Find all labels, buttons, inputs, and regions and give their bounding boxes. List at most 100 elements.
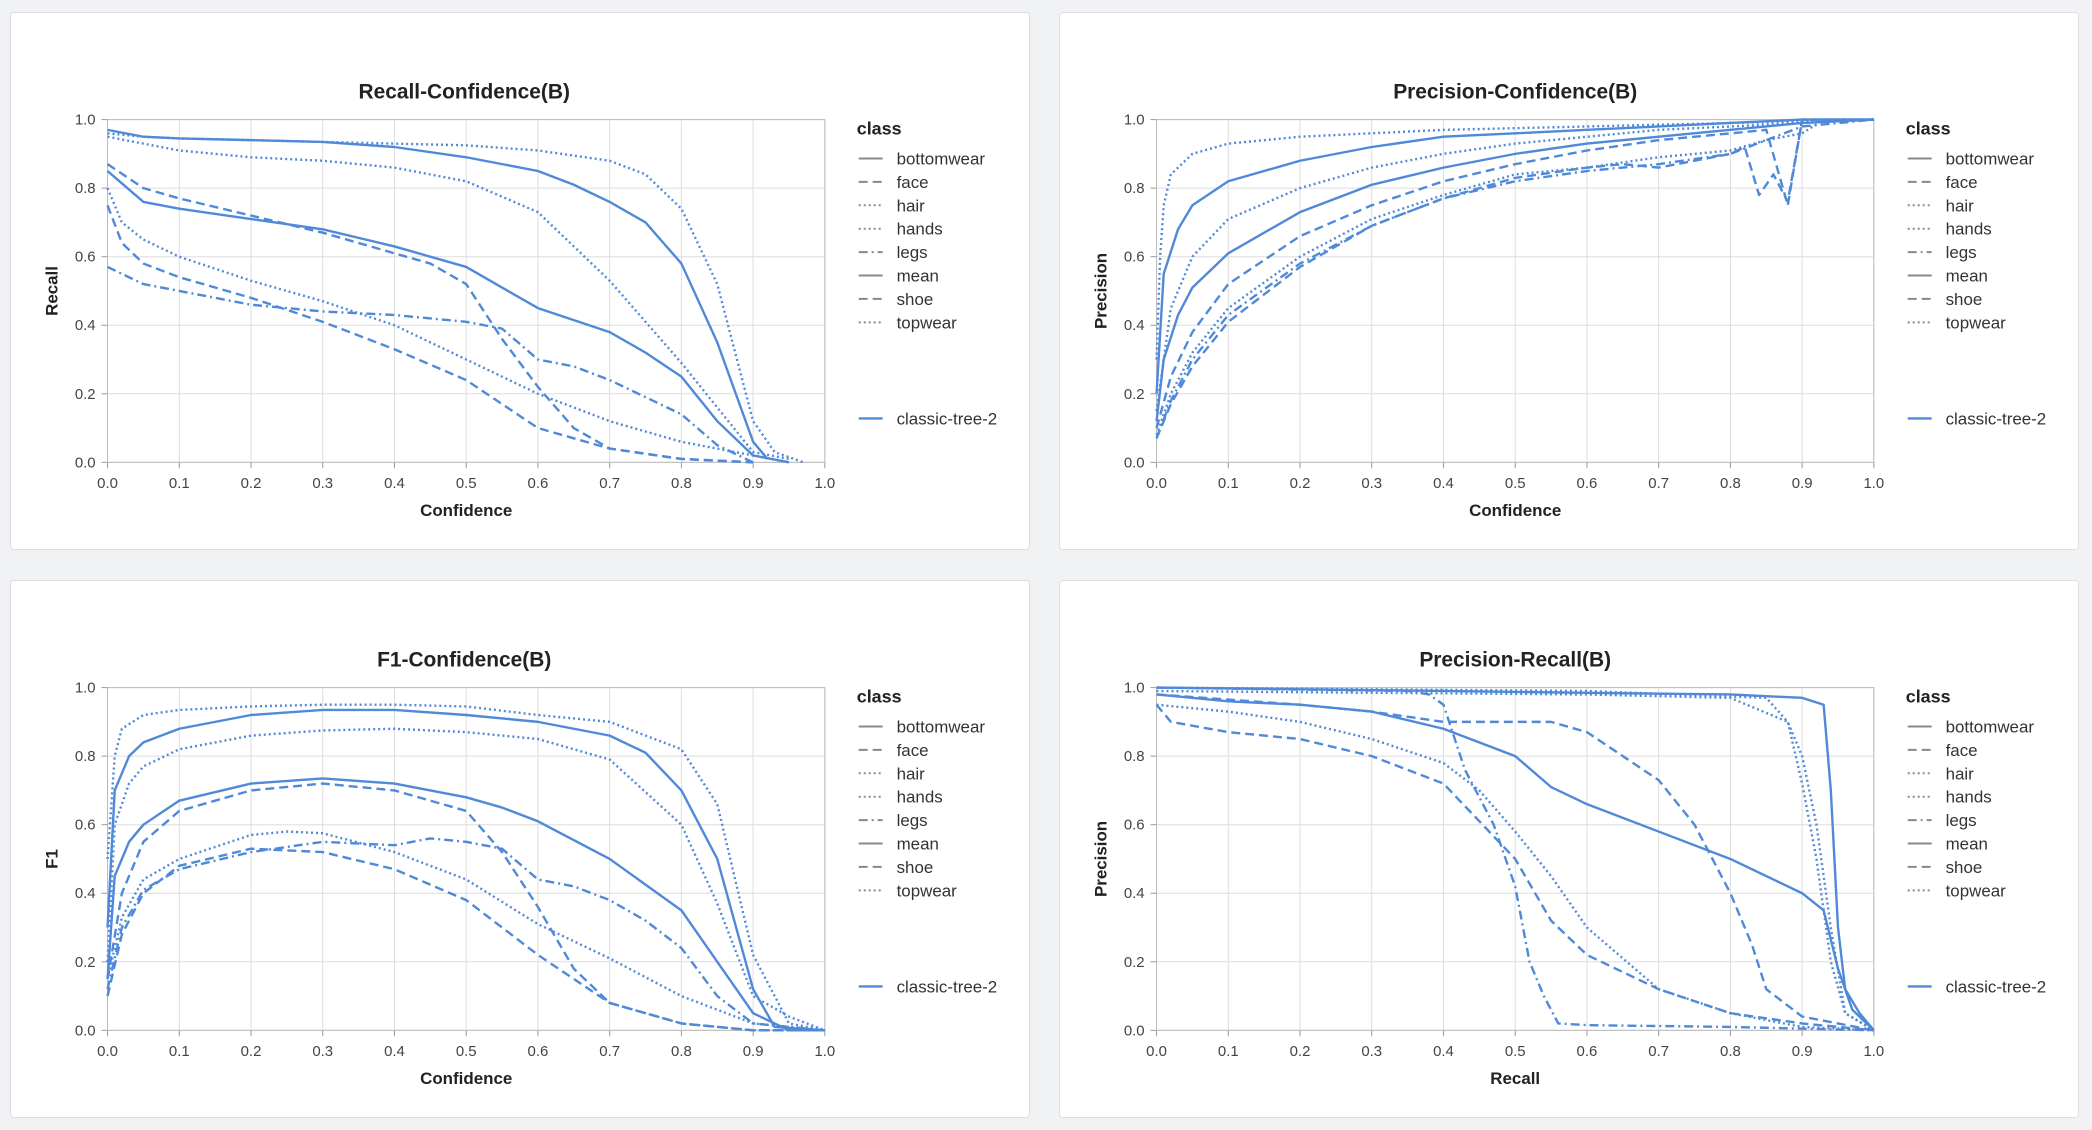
- y-axis-title: Precision: [1092, 253, 1111, 329]
- y-tick-label: 0.8: [1124, 180, 1145, 197]
- x-tick-label: 0.5: [456, 1043, 477, 1060]
- grid: [107, 119, 826, 463]
- x-axis-title: Recall: [1490, 1069, 1540, 1088]
- legend-label-legs: legs: [1946, 243, 1977, 262]
- series-line-shoe: [106, 847, 825, 1032]
- plot-frame: [1156, 687, 1875, 1031]
- legend-label-topwear: topwear: [897, 881, 958, 900]
- y-axis-title: Recall: [43, 266, 62, 316]
- x-tick-label: 0.0: [1146, 475, 1167, 492]
- x-tick-label: 0.9: [1792, 475, 1813, 492]
- y-ticks: 0.0 0.2 0.4 0.6 0.8 1.0: [75, 680, 108, 1039]
- legend-label-hands: hands: [1946, 788, 1992, 807]
- legend-label-shoe: shoe: [1946, 290, 1983, 309]
- series-line-hair: [107, 135, 790, 461]
- x-tick-label: 0.4: [1433, 1043, 1454, 1060]
- x-tick-label: 0.6: [528, 1043, 549, 1060]
- y-ticks: 0.0 0.2 0.4 0.6 0.8 1.0: [75, 112, 108, 471]
- y-tick-label: 1.0: [75, 112, 96, 129]
- legend-label-run: classic-tree-2: [1946, 977, 2047, 996]
- x-tick-label: 0.4: [384, 475, 405, 492]
- x-ticks: 0.0 0.1 0.2 0.3 0.4 0.5 0.6 0.7 0.8 0.9 1.0: [1146, 1030, 1884, 1060]
- chart-panel-recall-confidence: Recall-Confidence(B) 0.0 0.1 0.2 0.3 0.4 0.5 0…: [10, 12, 1030, 550]
- y-ticks: 0.0 0.2 0.4 0.6 0.8 1.0: [1124, 112, 1157, 471]
- legend-title: class: [1906, 687, 1951, 707]
- x-tick-label: 0.2: [241, 1043, 262, 1060]
- x-tick-label: 0.1: [169, 475, 190, 492]
- x-tick-label: 0.5: [1505, 475, 1526, 492]
- legend-label-topwear: topwear: [1946, 313, 2007, 332]
- y-tick-label: 0.6: [1124, 249, 1145, 266]
- x-tick-label: 0.8: [671, 1043, 692, 1060]
- series-line-face: [106, 782, 825, 1032]
- x-tick-label: 0.7: [599, 1043, 620, 1060]
- legend-label-face: face: [1946, 173, 1978, 192]
- series-line-mean: [106, 170, 790, 464]
- legend-label-bottomwear: bottomwear: [897, 149, 986, 168]
- x-tick-label: 1.0: [1863, 475, 1884, 492]
- x-tick-label: 0.9: [743, 1043, 764, 1060]
- y-tick-label: 0.8: [1124, 748, 1145, 765]
- legend: class bottomwear face hair hands legs mean shoe…: [857, 687, 997, 997]
- legend-title: class: [857, 119, 902, 139]
- legend-label-mean: mean: [1946, 266, 1988, 285]
- legend-label-shoe: shoe: [897, 858, 934, 877]
- series-line-mean: [106, 777, 825, 1032]
- series-line-hands: [106, 187, 790, 464]
- y-tick-label: 0.4: [75, 885, 96, 902]
- x-tick-label: 1.0: [814, 475, 835, 492]
- x-tick-label: 0.3: [312, 1043, 333, 1060]
- series-line-legs: [106, 837, 825, 1032]
- chart-svg: Precision-Confidence(B) 0.0 0.1 0.2 0.3 0.4 0…: [1092, 81, 2046, 520]
- y-tick-label: 0.4: [1124, 317, 1145, 334]
- legend: class bottomwear face hair hands legs mean shoe…: [857, 119, 997, 429]
- x-tick-label: 1.0: [814, 1043, 835, 1060]
- y-tick-label: 1.0: [1124, 680, 1145, 697]
- legend-label-legs: legs: [897, 811, 928, 830]
- legend-label-hands: hands: [897, 220, 943, 239]
- legend-label-shoe: shoe: [1946, 858, 1983, 877]
- legend-label-mean: mean: [1946, 834, 1988, 853]
- x-tick-label: 0.6: [1577, 475, 1598, 492]
- legend-label-legs: legs: [1946, 811, 1977, 830]
- series-line-bottomwear: [107, 128, 769, 460]
- legend-title: class: [857, 687, 902, 707]
- chart-svg: Recall-Confidence(B) 0.0 0.1 0.2 0.3 0.4 0.5 0…: [43, 81, 997, 520]
- series-lines: [106, 128, 804, 464]
- legend-label-hands: hands: [1946, 220, 1992, 239]
- legend-label-hair: hair: [1946, 764, 1975, 783]
- series-lines: [106, 703, 826, 1032]
- series-line-mean: [1156, 693, 1875, 1032]
- x-tick-label: 0.7: [1648, 475, 1669, 492]
- x-tick-label: 0.5: [1505, 1043, 1526, 1060]
- x-tick-label: 0.8: [671, 475, 692, 492]
- y-tick-label: 0.2: [1124, 386, 1145, 403]
- chart-panel-precision-recall: Precision-Recall(B) 0.0 0.1 0.2 0.3 0.4 0.5 0.…: [1059, 580, 2079, 1118]
- series-line-hands: [1156, 703, 1874, 1032]
- y-tick-label: 0.4: [1124, 885, 1145, 902]
- chart-title: F1-Confidence(B): [377, 649, 551, 672]
- x-tick-label: 0.3: [1361, 475, 1382, 492]
- legend-label-topwear: topwear: [1946, 881, 2007, 900]
- legend-label-bottomwear: bottomwear: [897, 717, 986, 736]
- series-line-bottomwear: [106, 708, 825, 1032]
- y-tick-label: 0.2: [75, 954, 96, 971]
- x-tick-label: 0.7: [599, 475, 620, 492]
- x-tick-label: 0.7: [1648, 1043, 1669, 1060]
- x-tick-label: 0.2: [1290, 475, 1311, 492]
- y-tick-label: 1.0: [75, 680, 96, 697]
- x-ticks: 0.0 0.1 0.2 0.3 0.4 0.5 0.6 0.7 0.8 0.9 1.0: [97, 462, 835, 492]
- x-tick-label: 0.4: [384, 1043, 405, 1060]
- x-tick-label: 0.8: [1720, 1043, 1741, 1060]
- x-tick-label: 0.4: [1433, 475, 1454, 492]
- y-tick-label: 0.6: [1124, 817, 1145, 834]
- legend-label-run: classic-tree-2: [897, 409, 998, 428]
- legend-label-bottomwear: bottomwear: [1946, 717, 2035, 736]
- x-ticks: 0.0 0.1 0.2 0.3 0.4 0.5 0.6 0.7 0.8 0.9 1.0: [97, 1030, 835, 1060]
- y-tick-label: 0.6: [75, 249, 96, 266]
- x-tick-label: 0.9: [1792, 1043, 1813, 1060]
- legend-label-topwear: topwear: [897, 313, 958, 332]
- y-tick-label: 0.8: [75, 180, 96, 197]
- x-tick-label: 0.0: [1146, 1043, 1167, 1060]
- x-tick-label: 0.5: [456, 475, 477, 492]
